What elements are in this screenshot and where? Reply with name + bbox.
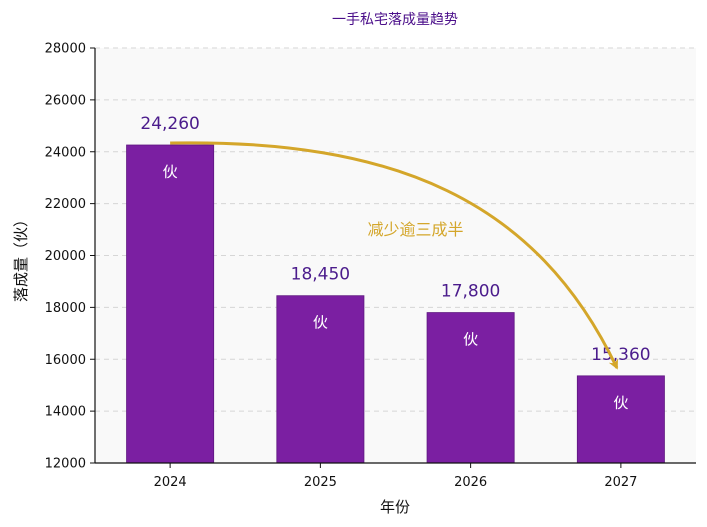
chart-title: 一手私宅落成量趋势	[332, 12, 458, 28]
annotation: 减少逾三成半	[170, 141, 619, 370]
bar-2024	[126, 144, 215, 464]
x-ticks: 2024 2025 2026 2027	[154, 463, 637, 490]
x-tick-label: 2025	[304, 475, 337, 490]
value-label-2025: 18,450	[291, 265, 350, 285]
value-label-2024: 24,260	[140, 114, 199, 134]
value-label-2027: 15,360	[591, 345, 650, 365]
y-tick-label: 22000	[45, 197, 86, 212]
y-tick-label: 26000	[45, 93, 86, 108]
y-tick-label: 14000	[45, 405, 86, 420]
bars	[126, 144, 665, 464]
bar-2027	[576, 375, 665, 464]
y-tick-label: 16000	[45, 353, 86, 368]
annotation-arrow	[170, 141, 619, 370]
y-ticks: 12000 14000 16000 18000 20000 22000 24000 26000…	[45, 42, 95, 472]
unit-label: 伙	[463, 331, 478, 349]
data-labels: 24,260 伙 18,450 伙 17,800 伙 15,360 伙	[140, 114, 650, 412]
y-tick-label: 12000	[45, 457, 86, 472]
x-axis-title: 年份	[380, 498, 410, 516]
y-tick-label: 18000	[45, 301, 86, 316]
annotation-text: 减少逾三成半	[367, 220, 463, 239]
unit-label: 伙	[613, 394, 628, 412]
value-label-2026: 17,800	[441, 282, 500, 302]
y-axis-title: 落成量（伙）	[12, 212, 30, 302]
unit-label: 伙	[163, 163, 178, 181]
x-tick-label: 2026	[454, 475, 487, 490]
x-tick-label: 2024	[154, 475, 187, 490]
y-tick-label: 28000	[45, 42, 86, 57]
x-tick-label: 2027	[604, 475, 637, 490]
unit-label: 伙	[313, 314, 328, 332]
y-tick-label: 24000	[45, 145, 86, 160]
y-tick-label: 20000	[45, 249, 86, 264]
